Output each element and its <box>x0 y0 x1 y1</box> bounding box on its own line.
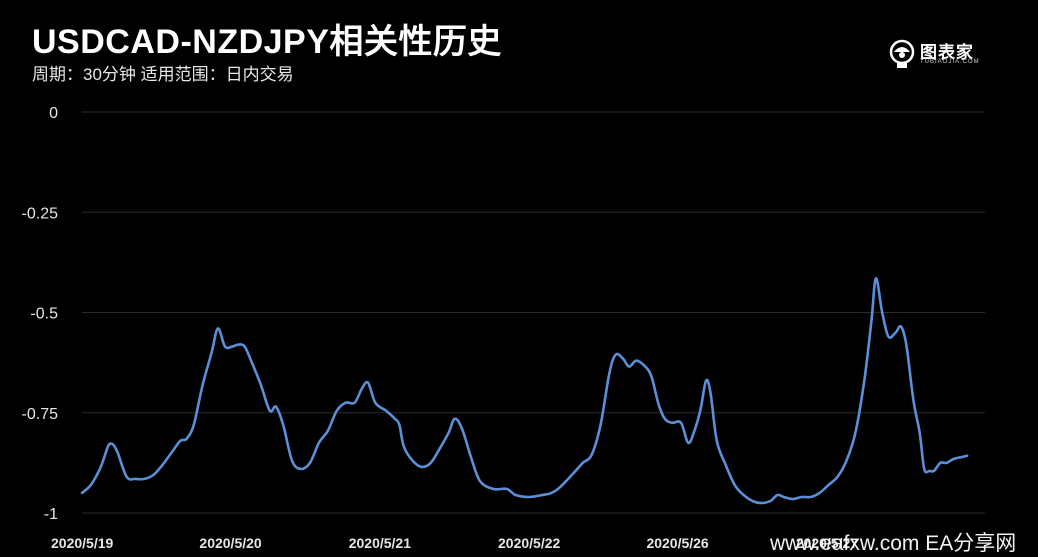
x-axis-ticks: 2020/5/19 2020/5/20 2020/5/21 2020/5/22 2020… <box>51 535 858 551</box>
y-tick-label: -0.75 <box>22 406 59 423</box>
logo-subtext: TUBIAOJIA.COM <box>920 59 980 65</box>
y-tick-label: -0.5 <box>30 306 58 323</box>
y-tick-label: -0.25 <box>22 205 59 222</box>
series-line <box>80 277 969 505</box>
x-tick-label: 2020/5/22 <box>498 535 560 551</box>
chart-subtitle: 周期：30分钟 适用范围：日内交易 <box>32 65 294 84</box>
robot-head-icon <box>889 39 915 68</box>
y-tick-label: -1 <box>44 506 58 523</box>
x-tick-label: 2020/5/19 <box>51 535 113 551</box>
y-tick-label: 0 <box>49 105 58 122</box>
watermark-text: www.eafxw.com EA分享网 <box>770 532 1017 555</box>
x-tick-label: 2020/5/20 <box>199 535 261 551</box>
grid-lines <box>82 111 985 514</box>
chart-title: USDCAD-NZDJPY相关性历史 <box>32 23 502 61</box>
x-tick-label: 2020/5/27 <box>796 535 858 551</box>
y-axis-ticks: 0 -0.25 -0.5 -0.75 -1 <box>22 105 59 523</box>
brand-logo: 图表家 TUBIAOJIA.COM <box>888 38 1003 70</box>
x-tick-label: 2020/5/26 <box>646 535 708 551</box>
logo-text: 图表家 <box>920 43 974 62</box>
x-tick-label: 2020/5/21 <box>349 535 411 551</box>
